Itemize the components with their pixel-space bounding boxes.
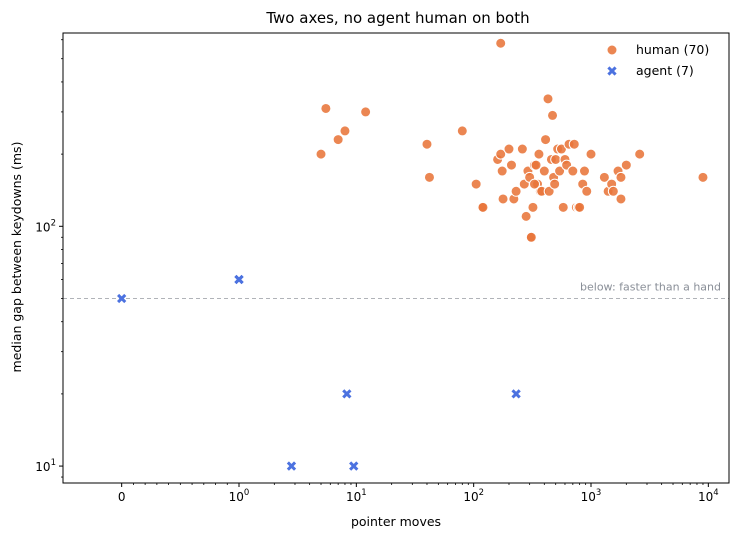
human-point <box>543 185 555 197</box>
human-point <box>547 109 559 121</box>
x-tick-label: 102 <box>463 488 484 504</box>
human-point <box>525 231 537 243</box>
legend-marker <box>606 44 618 56</box>
legend-label: human (70) <box>636 42 709 57</box>
x-tick-label: 101 <box>346 488 367 504</box>
x-tick-label: 100 <box>229 488 250 504</box>
human-point <box>530 159 542 171</box>
legend: human (70) agent (7) <box>606 42 709 78</box>
human-point <box>505 159 517 171</box>
human-point <box>574 201 586 213</box>
x-axis: 0 100 101 102 103 104 <box>118 483 719 504</box>
agent-point <box>511 389 521 399</box>
agent-point <box>286 461 297 471</box>
threshold-annotation: below: faster than a hand <box>580 280 721 293</box>
human-point <box>516 143 528 155</box>
human-point <box>339 125 351 137</box>
human-point <box>581 185 593 197</box>
x-tick-label: 104 <box>698 488 719 504</box>
legend-marker <box>607 66 617 76</box>
human-point <box>598 171 610 183</box>
human-point <box>510 185 522 197</box>
human-point <box>542 93 554 105</box>
human-point <box>615 193 627 205</box>
human-point <box>497 193 509 205</box>
human-point <box>320 102 332 114</box>
y-tick-label: 102 <box>35 218 56 234</box>
plot-area: below: faster than a hand <box>62 32 730 484</box>
human-point <box>620 159 632 171</box>
human-point <box>568 138 580 150</box>
human-point <box>578 165 590 177</box>
human-point <box>634 148 646 160</box>
agent-point <box>234 274 244 285</box>
human-point <box>538 165 550 177</box>
human-point <box>554 165 566 177</box>
human-point <box>520 210 532 222</box>
human-point <box>540 134 552 146</box>
human-point <box>585 148 597 160</box>
human-point <box>421 138 433 150</box>
x-tick-label: 103 <box>581 488 602 504</box>
human-point <box>495 148 507 160</box>
human-point <box>496 165 508 177</box>
human-point <box>533 148 545 160</box>
legend-label: agent (7) <box>636 63 694 78</box>
x-tick-label: 0 <box>118 490 126 504</box>
agent-point <box>349 461 359 471</box>
x-axis-label: pointer moves <box>351 514 441 529</box>
human-point <box>615 171 627 183</box>
human-point <box>550 153 562 165</box>
human-point <box>477 201 489 213</box>
data-points <box>117 37 709 471</box>
human-point <box>456 125 468 137</box>
human-point <box>315 148 327 160</box>
human-point <box>423 171 435 183</box>
human-point <box>470 178 482 190</box>
human-point <box>549 178 561 190</box>
human-point <box>332 134 344 146</box>
agent-point <box>342 389 352 399</box>
human-point <box>503 143 515 155</box>
human-point <box>495 37 507 49</box>
human-point <box>529 178 541 190</box>
human-point <box>527 201 539 213</box>
y-axis: 101 102 <box>35 39 63 478</box>
y-axis-label: median gap between keydowns (ms) <box>9 142 24 373</box>
human-point <box>567 165 579 177</box>
human-point <box>607 185 619 197</box>
human-point <box>557 201 569 213</box>
agent-point <box>117 293 127 304</box>
y-tick-label: 101 <box>35 458 56 474</box>
chart-title: Two axes, no agent human on both <box>265 9 529 27</box>
human-point <box>360 106 372 118</box>
plot-frame <box>62 32 730 484</box>
human-point <box>697 171 709 183</box>
